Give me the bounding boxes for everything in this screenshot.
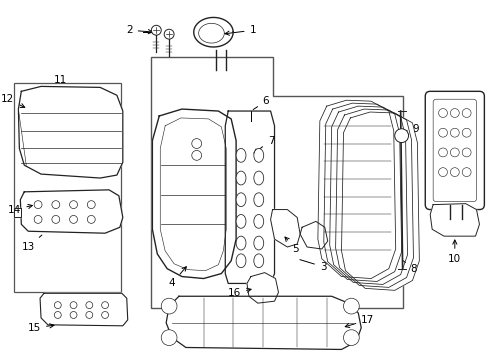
Polygon shape	[194, 17, 233, 47]
Circle shape	[161, 330, 177, 346]
Circle shape	[34, 201, 42, 208]
Circle shape	[87, 201, 95, 208]
Circle shape	[343, 330, 359, 346]
Circle shape	[54, 302, 61, 309]
Text: 17: 17	[345, 315, 374, 328]
Circle shape	[450, 109, 459, 117]
Polygon shape	[324, 103, 402, 282]
Bar	[14, 84, 121, 292]
Polygon shape	[166, 296, 361, 350]
Circle shape	[439, 128, 447, 137]
Circle shape	[54, 311, 61, 319]
Text: 10: 10	[448, 240, 462, 264]
Text: 8: 8	[403, 261, 417, 274]
Polygon shape	[270, 210, 300, 247]
Ellipse shape	[236, 254, 246, 268]
Text: 13: 13	[22, 235, 42, 252]
Text: 6: 6	[253, 96, 270, 109]
Circle shape	[87, 216, 95, 223]
Ellipse shape	[254, 171, 264, 185]
Text: 4: 4	[169, 267, 186, 288]
Text: 1: 1	[225, 25, 256, 35]
Circle shape	[462, 148, 471, 157]
Polygon shape	[152, 109, 236, 279]
Circle shape	[462, 128, 471, 137]
Text: 12: 12	[1, 94, 25, 107]
Text: 11: 11	[54, 75, 67, 85]
Circle shape	[439, 109, 447, 117]
Circle shape	[450, 148, 459, 157]
Text: 2: 2	[126, 25, 152, 35]
Polygon shape	[336, 109, 414, 287]
Circle shape	[101, 311, 108, 319]
Circle shape	[101, 302, 108, 309]
Circle shape	[395, 129, 409, 143]
Circle shape	[192, 139, 201, 148]
Text: 5: 5	[285, 237, 299, 254]
Circle shape	[462, 168, 471, 176]
Circle shape	[70, 302, 77, 309]
Circle shape	[52, 216, 60, 223]
FancyBboxPatch shape	[425, 91, 485, 210]
Polygon shape	[14, 208, 22, 217]
Text: 16: 16	[228, 288, 251, 298]
Circle shape	[70, 216, 77, 223]
Polygon shape	[318, 100, 396, 279]
Polygon shape	[430, 204, 479, 236]
Ellipse shape	[254, 193, 264, 207]
Circle shape	[34, 216, 42, 223]
Circle shape	[161, 298, 177, 314]
Text: 3: 3	[300, 260, 326, 272]
Circle shape	[52, 201, 60, 208]
Polygon shape	[300, 221, 328, 249]
Ellipse shape	[236, 215, 246, 228]
Circle shape	[439, 148, 447, 157]
Circle shape	[439, 168, 447, 176]
Circle shape	[70, 311, 77, 319]
Polygon shape	[247, 273, 278, 303]
Ellipse shape	[254, 215, 264, 228]
Ellipse shape	[236, 171, 246, 185]
Ellipse shape	[254, 148, 264, 162]
Ellipse shape	[236, 148, 246, 162]
Circle shape	[343, 298, 359, 314]
Circle shape	[151, 25, 161, 35]
Polygon shape	[225, 111, 274, 283]
Circle shape	[462, 109, 471, 117]
Circle shape	[192, 150, 201, 160]
Text: 9: 9	[404, 124, 419, 134]
Circle shape	[450, 128, 459, 137]
Ellipse shape	[236, 236, 246, 250]
Polygon shape	[21, 190, 123, 233]
Circle shape	[86, 311, 93, 319]
Text: 7: 7	[254, 136, 274, 153]
Ellipse shape	[236, 193, 246, 207]
Text: 15: 15	[28, 323, 54, 333]
Polygon shape	[19, 86, 123, 178]
Ellipse shape	[254, 254, 264, 268]
FancyBboxPatch shape	[433, 99, 476, 202]
Circle shape	[164, 29, 174, 39]
Circle shape	[70, 201, 77, 208]
Polygon shape	[40, 293, 128, 326]
Circle shape	[86, 302, 93, 309]
Ellipse shape	[254, 236, 264, 250]
Polygon shape	[330, 106, 408, 284]
Text: 14: 14	[8, 204, 32, 215]
Polygon shape	[342, 112, 419, 291]
Circle shape	[450, 168, 459, 176]
